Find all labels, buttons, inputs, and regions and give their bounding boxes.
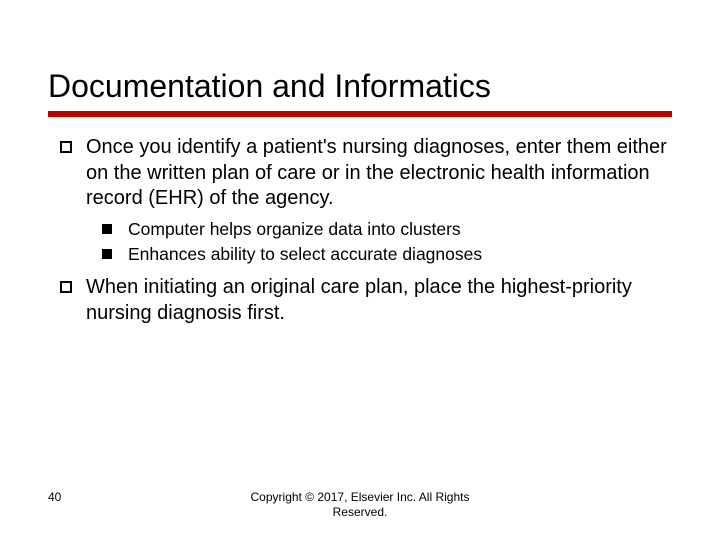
slide-footer: 40 Copyright © 2017, Elsevier Inc. All R… [0,490,720,520]
copyright-line: Copyright © 2017, Elsevier Inc. All Righ… [251,490,470,504]
bullet-text: When initiating an original care plan, p… [86,275,672,326]
open-square-bullet-icon [60,141,72,153]
sub-bullet-text: Enhances ability to select accurate diag… [128,243,482,266]
slide-title: Documentation and Informatics [48,68,672,105]
sub-bullet-item: Enhances ability to select accurate diag… [102,243,672,266]
title-underline [48,111,672,117]
slide-content: Once you identify a patient's nursing di… [48,135,672,326]
bullet-item: When initiating an original care plan, p… [60,275,672,326]
open-square-bullet-icon [60,281,72,293]
slide: Documentation and Informatics Once you i… [0,0,720,540]
sub-bullet-text: Computer helps organize data into cluste… [128,218,461,241]
copyright-text: Copyright © 2017, Elsevier Inc. All Righ… [48,490,672,520]
copyright-line: Reserved. [333,505,388,519]
sub-bullet-list: Computer helps organize data into cluste… [60,218,672,266]
filled-square-bullet-icon [102,224,112,234]
bullet-text: Once you identify a patient's nursing di… [86,135,672,212]
filled-square-bullet-icon [102,249,112,259]
sub-bullet-item: Computer helps organize data into cluste… [102,218,672,241]
bullet-item: Once you identify a patient's nursing di… [60,135,672,212]
